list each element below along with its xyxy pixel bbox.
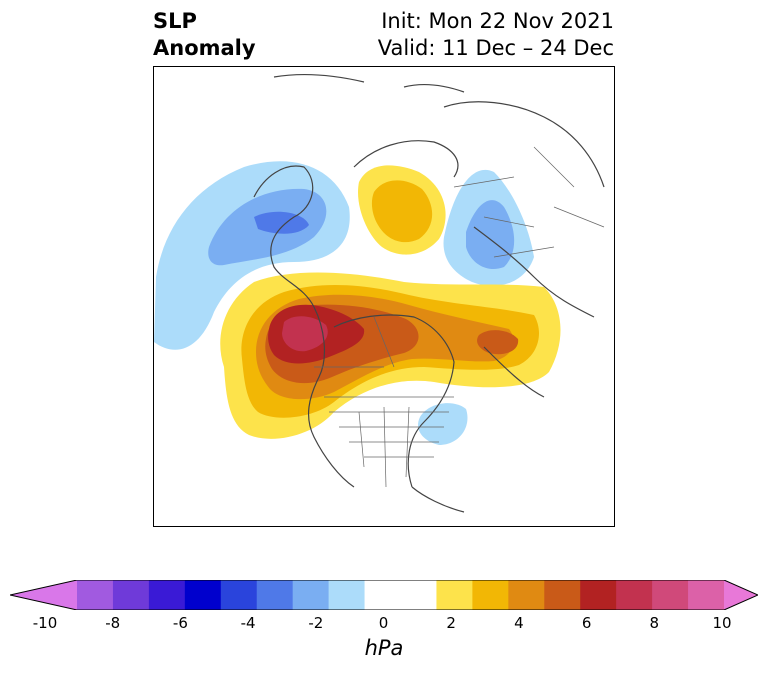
colorbar-tick-label: -8	[105, 614, 121, 632]
colorbar-tick-label: 4	[514, 614, 524, 632]
init-date: Init: Mon 22 Nov 2021	[381, 9, 614, 33]
colorbar-bin	[400, 580, 437, 610]
negative-anomaly-alaska	[154, 161, 350, 350]
colorbar-tick-label: -4	[240, 614, 256, 632]
positive-anomaly-north-america	[220, 272, 561, 439]
colorbar-unit: hPa	[364, 636, 404, 660]
colorbar-tick-label: 6	[581, 614, 592, 632]
colorbar-bin	[148, 580, 186, 610]
title-variable: SLP	[153, 9, 197, 33]
colorbar-bins	[10, 580, 758, 610]
colorbar-tick-label: -6	[172, 614, 188, 632]
colorbar-bin	[436, 580, 473, 610]
colorbar-bin	[292, 580, 330, 610]
colorbar-tick-label: 8	[649, 614, 660, 632]
valid-date: Valid: 11 Dec – 24 Dec	[377, 36, 614, 60]
borders	[314, 146, 605, 488]
map-dates: Init: Mon 22 Nov 2021 Valid: 11 Dec – 24…	[378, 8, 614, 62]
map-panel	[153, 66, 615, 527]
anomaly-map	[154, 73, 605, 513]
colorbar-bin	[112, 580, 150, 610]
colorbar-bin	[184, 580, 222, 610]
colorbar-tick-label: -10	[32, 614, 58, 632]
colorbar-bin	[77, 580, 114, 610]
colorbar-bin	[256, 580, 294, 610]
colorbar-bin	[472, 580, 509, 610]
colorbar-bin	[580, 580, 617, 610]
colorbar-bin	[616, 580, 653, 610]
colorbar-bin	[10, 580, 77, 610]
positive-anomaly-arctic	[358, 165, 446, 255]
colorbar-bin	[220, 580, 258, 610]
title-type: Anomaly	[153, 36, 256, 60]
colorbar-tick-label: 0	[378, 614, 389, 632]
map-title: SLP Anomaly	[153, 8, 256, 62]
colorbar-bin	[328, 580, 366, 610]
negative-anomaly-atlantic	[418, 403, 468, 445]
colorbar-bin	[652, 580, 689, 610]
colorbar	[10, 580, 758, 610]
colorbar-bin	[688, 580, 725, 610]
colorbar-tick-label: 2	[446, 614, 456, 632]
colorbar-bin	[364, 580, 401, 610]
colorbar-bin	[724, 580, 758, 610]
negative-anomaly-siberia	[443, 169, 534, 286]
colorbar-bin	[508, 580, 545, 610]
colorbar-tick-label: -2	[308, 614, 324, 632]
coastlines	[253, 73, 605, 513]
colorbar-tick-label: 10	[712, 614, 732, 632]
colorbar-bin	[544, 580, 581, 610]
